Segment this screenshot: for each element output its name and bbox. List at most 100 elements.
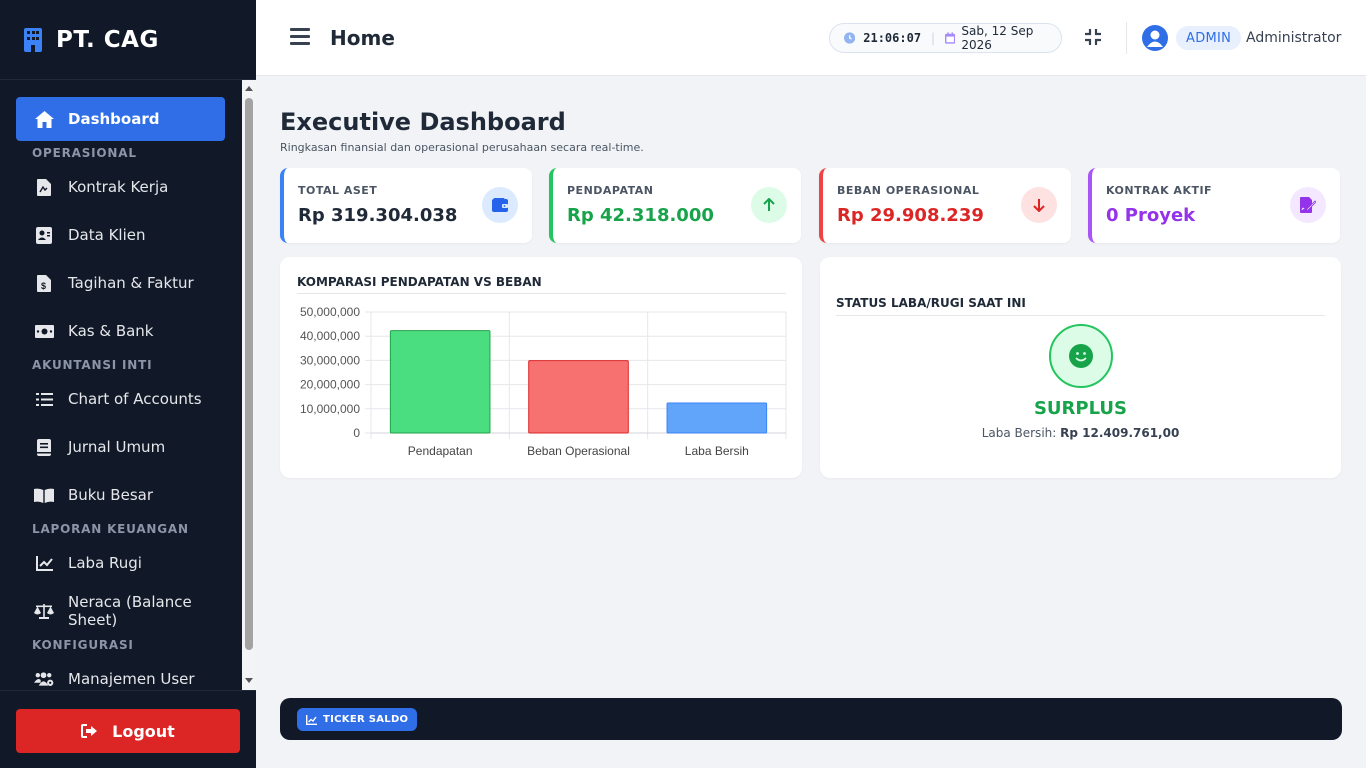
username[interactable]: Administrator [1246, 30, 1342, 46]
section-konfigurasi: KONFIGURASI [32, 638, 134, 652]
building-icon [24, 27, 42, 52]
contract-icon [34, 177, 54, 197]
section-operasional: OPERASIONAL [32, 146, 137, 160]
user-circle-icon [1147, 30, 1163, 47]
sidebar-item-label: Dashboard [68, 110, 160, 128]
sidebar-item-chart-of-accounts[interactable]: Chart of Accounts [16, 377, 225, 421]
sidebar-item-data-klien[interactable]: Data Klien [16, 213, 225, 257]
home-icon [34, 109, 54, 129]
sidebar-item-manajemen-user[interactable]: Manajemen User [16, 657, 225, 690]
logout-button[interactable]: Logout [16, 709, 240, 753]
net-profit-value: Rp 12.409.761,00 [1060, 426, 1180, 440]
chart-title: KOMPARASI PENDAPATAN VS BEBAN [297, 275, 542, 289]
smile-icon [1049, 324, 1113, 388]
sidebar-item-label: Kas & Bank [68, 322, 154, 340]
net-profit-line: Laba Bersih: Rp 12.409.761,00 [820, 426, 1341, 440]
brand[interactable]: PT. CAG [0, 0, 256, 80]
y-tick-label: 20,000,000 [300, 378, 360, 392]
bar-chart: 0 10,000,000 20,000,000 30,000,000 40,000,00… [300, 305, 787, 458]
sidebar-item-label: Laba Rugi [68, 554, 142, 572]
list-icon [34, 389, 54, 409]
stat-value: Rp 29.908.239 [837, 205, 984, 226]
sidebar: PT. CAG Dashboard OPERASIONAL Kontrak Ke… [0, 0, 256, 768]
sidebar-item-jurnal-umum[interactable]: Jurnal Umum [16, 425, 225, 469]
chart-line-icon [306, 714, 317, 725]
datetime-divider: | [931, 31, 936, 45]
stat-label: BEBAN OPERASIONAL [837, 184, 980, 197]
profit-status-card: STATUS LABA/RUGI SAAT INI SURPLUS Laba B… [820, 257, 1341, 478]
avatar[interactable] [1142, 25, 1168, 51]
stat-value: Rp 319.304.038 [298, 205, 458, 226]
x-tick-label: Beban Operasional [527, 444, 630, 458]
role-badge: ADMIN [1176, 26, 1242, 50]
header-title: Home [330, 26, 395, 50]
sidebar-scrollbar[interactable] [242, 80, 256, 690]
sidebar-item-laba-rugi[interactable]: Laba Rugi [16, 541, 225, 585]
chart-line-icon [34, 553, 54, 573]
sidebar-item-tagihan-faktur[interactable]: $ Tagihan & Faktur [16, 261, 225, 305]
sidebar-item-label: Chart of Accounts [68, 390, 202, 408]
bar-pendapatan [389, 330, 491, 434]
brand-name: PT. CAG [56, 26, 159, 53]
sidebar-item-kontrak-kerja[interactable]: Kontrak Kerja [16, 165, 225, 209]
money-icon [34, 321, 54, 341]
sidebar-item-label: Neraca (Balance Sheet) [68, 593, 192, 629]
bar-laba-bersih [666, 402, 768, 434]
sidebar-item-neraca[interactable]: Neraca (Balance Sheet) [16, 589, 225, 633]
svg-text:$: $ [41, 281, 46, 291]
stat-card-beban-operasional: BEBAN OPERASIONAL Rp 29.908.239 [819, 168, 1071, 243]
status-card-title: STATUS LABA/RUGI SAAT INI [836, 296, 1026, 310]
header-divider [1126, 22, 1127, 54]
stat-card-pendapatan: PENDAPATAN Rp 42.318.000 [549, 168, 801, 243]
datetime-pill: 21:06:07 | Sab, 12 Sep 2026 [829, 23, 1062, 53]
sidebar-item-label: Buku Besar [68, 486, 153, 504]
y-tick-label: 50,000,000 [300, 305, 360, 319]
x-tick-label: Pendapatan [408, 444, 473, 458]
net-profit-label: Laba Bersih: [981, 426, 1057, 440]
arrow-down-icon [1021, 187, 1057, 223]
client-card-icon [34, 225, 54, 245]
card-divider [836, 315, 1325, 316]
stat-value: 0 Proyek [1106, 205, 1196, 226]
scroll-up-arrow[interactable] [245, 86, 253, 91]
fullscreen-toggle-button[interactable] [1084, 28, 1104, 48]
journal-icon [34, 437, 54, 457]
balance-ticker: TICKER SALDO [280, 698, 1342, 740]
users-icon [34, 669, 54, 689]
menu-toggle-button[interactable] [290, 28, 310, 46]
y-tick-label: 0 [353, 426, 360, 440]
invoice-icon: $ [34, 273, 54, 293]
stat-card-total-aset: TOTAL ASET Rp 319.304.038 [280, 168, 532, 243]
signature-icon [1290, 187, 1326, 223]
calendar-icon [945, 32, 956, 44]
logout-icon [81, 724, 98, 738]
y-tick-label: 10,000,000 [300, 402, 360, 416]
scroll-thumb[interactable] [245, 98, 253, 650]
profit-status-text: SURPLUS [1033, 398, 1128, 419]
comparison-chart-card: KOMPARASI PENDAPATAN VS BEBAN 0 10,000,00… [280, 257, 802, 478]
hamburger-icon [290, 28, 310, 31]
page-title: Executive Dashboard [280, 108, 566, 136]
arrow-up-icon [751, 187, 787, 223]
sidebar-item-dashboard[interactable]: Dashboard [16, 97, 225, 141]
page-subtitle: Ringkasan finansial dan operasional peru… [280, 141, 644, 154]
section-laporan-keuangan: LAPORAN KEUANGAN [32, 522, 189, 536]
sidebar-nav: Dashboard OPERASIONAL Kontrak Kerja Data… [0, 80, 242, 690]
sidebar-item-label: Jurnal Umum [68, 438, 166, 456]
section-akuntansi-inti: AKUNTANSI INTI [32, 358, 153, 372]
ticker-badge[interactable]: TICKER SALDO [297, 708, 418, 731]
scroll-down-arrow[interactable] [245, 678, 253, 683]
sidebar-item-label: Manajemen User [68, 670, 195, 688]
sidebar-item-label: Tagihan & Faktur [68, 274, 194, 292]
sidebar-item-kas-bank[interactable]: Kas & Bank [16, 309, 225, 353]
sidebar-item-buku-besar[interactable]: Buku Besar [16, 473, 225, 517]
y-tick-label: 30,000,000 [300, 353, 360, 367]
y-tick-label: 40,000,000 [300, 329, 360, 343]
top-header: Home 21:06:07 | Sab, 12 Sep 2026 ADMIN A… [256, 0, 1366, 76]
current-time: 21:06:07 [863, 31, 922, 45]
wallet-icon [482, 187, 518, 223]
bar-beban-operasional [528, 360, 629, 434]
ticker-label: TICKER SALDO [323, 714, 409, 725]
stat-label: KONTRAK AKTIF [1106, 184, 1213, 197]
logout-area: Logout [0, 690, 256, 768]
